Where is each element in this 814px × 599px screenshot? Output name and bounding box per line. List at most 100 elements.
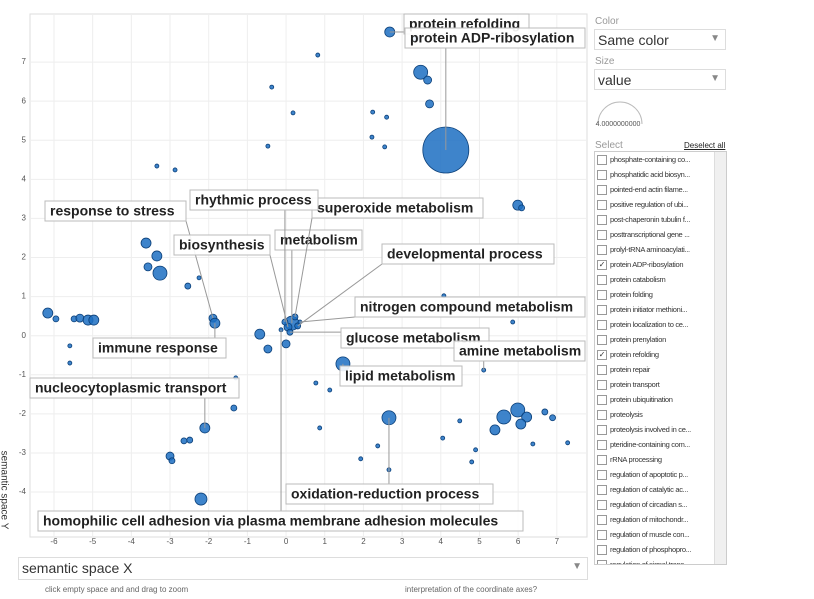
term-item[interactable]: phosphatidic acid biosyn...	[595, 167, 726, 182]
point	[384, 114, 390, 120]
x-tick-label: -6	[50, 537, 58, 545]
term-item[interactable]: protein initiator methioni...	[595, 302, 726, 317]
help-link[interactable]: interpretation of the coordinate axes?	[405, 585, 538, 594]
term-item[interactable]: pteridine-containing com...	[595, 437, 726, 452]
checkbox[interactable]	[597, 514, 607, 525]
checkbox[interactable]	[597, 559, 607, 564]
term-item[interactable]: protein prenylation	[595, 332, 726, 347]
plot-area	[29, 13, 588, 538]
x-axis-select[interactable]: semantic space X ▼	[18, 557, 588, 580]
y-tick-label: -3	[19, 448, 27, 457]
term-item[interactable]: regulation of phosphopro...	[595, 542, 726, 557]
checkbox[interactable]	[597, 169, 607, 180]
checkbox[interactable]	[597, 244, 607, 255]
checkbox[interactable]	[597, 154, 607, 165]
point	[413, 64, 429, 80]
label-box	[189, 189, 319, 211]
term-text: regulation of circadian s...	[610, 500, 688, 509]
checkbox[interactable]	[597, 484, 607, 495]
point	[369, 134, 375, 140]
checkbox[interactable]	[597, 424, 607, 435]
point-label: biosynthesis	[179, 237, 265, 253]
checkbox[interactable]: ✓	[597, 349, 607, 360]
term-item[interactable]: ✓ protein refolding	[595, 347, 726, 362]
hint: click empty space and and drag to zoom	[45, 585, 189, 594]
point	[358, 456, 364, 462]
x-tick-label: 7	[555, 537, 560, 545]
point	[67, 343, 73, 349]
x-tick-label: 2	[361, 537, 366, 545]
term-item[interactable]: rRNA processing	[595, 452, 726, 467]
term-item[interactable]: regulation of catalytic ac...	[595, 482, 726, 497]
point-label: amine metabolism	[459, 343, 581, 359]
term-list: phosphate-containing co... phosphatidic a…	[594, 151, 727, 565]
term-text: prolyl-tRNA aminoacylati...	[610, 245, 690, 254]
checkbox[interactable]	[597, 319, 607, 330]
scrollbar[interactable]	[714, 152, 726, 564]
deselect-all[interactable]: Deselect all	[684, 141, 726, 150]
term-item[interactable]: pointed-end actin filame...	[595, 182, 726, 197]
term-item[interactable]: regulation of signal trans...	[595, 557, 726, 564]
checkbox[interactable]	[597, 199, 607, 210]
label-box	[44, 200, 187, 222]
checkbox[interactable]	[597, 529, 607, 540]
term-item[interactable]: protein localization to ce...	[595, 317, 726, 332]
point	[549, 414, 556, 422]
term-item[interactable]: regulation of mitochondr...	[595, 512, 726, 527]
term-item[interactable]: proteolysis	[595, 407, 726, 422]
checkbox[interactable]	[597, 364, 607, 375]
term-text: protein localization to ce...	[610, 320, 689, 329]
term-text: phosphatidic acid biosyn...	[610, 170, 690, 179]
term-item[interactable]: regulation of apoptotic p...	[595, 467, 726, 482]
term-item[interactable]: protein ubiquitination	[595, 392, 726, 407]
checkbox[interactable]	[597, 409, 607, 420]
checkbox[interactable]	[597, 274, 607, 285]
x-tick-label: 1	[323, 537, 328, 545]
label-box	[381, 243, 555, 265]
point	[52, 315, 60, 323]
label-leader	[299, 316, 356, 323]
term-text: proteolysis involved in ce...	[610, 425, 691, 434]
checkbox[interactable]	[597, 214, 607, 225]
checkbox[interactable]	[597, 379, 607, 390]
term-item[interactable]: protein repair	[595, 362, 726, 377]
label-box	[274, 229, 363, 251]
checkbox[interactable]: ✓	[597, 259, 607, 270]
term-item[interactable]: protein catabolism	[595, 272, 726, 287]
term-item[interactable]: proteolysis involved in ce...	[595, 422, 726, 437]
x-tick-label: 4	[439, 537, 444, 545]
color-select[interactable]: Same color ▼	[594, 29, 726, 50]
term-item[interactable]: posttranscriptional gene ...	[595, 227, 726, 242]
checkbox[interactable]	[597, 544, 607, 555]
term-item[interactable]: ✓ protein ADP-ribosylation	[595, 257, 726, 272]
term-text: protein initiator methioni...	[610, 305, 688, 314]
term-item[interactable]: protein transport	[595, 377, 726, 392]
point	[42, 307, 54, 319]
checkbox[interactable]	[597, 499, 607, 510]
term-item[interactable]: regulation of muscle con...	[595, 527, 726, 542]
checkbox[interactable]	[597, 469, 607, 480]
checkbox[interactable]	[597, 289, 607, 300]
term-text: pteridine-containing com...	[610, 440, 690, 449]
term-item[interactable]: regulation of circadian s...	[595, 497, 726, 512]
term-item[interactable]: phosphate-containing co...	[595, 152, 726, 167]
point	[425, 99, 434, 109]
checkbox[interactable]	[597, 304, 607, 315]
checkbox[interactable]	[597, 394, 607, 405]
point	[184, 282, 192, 290]
checkbox[interactable]	[597, 229, 607, 240]
checkbox[interactable]	[597, 439, 607, 450]
term-text: protein refolding	[610, 350, 659, 359]
checkbox[interactable]	[597, 334, 607, 345]
checkbox[interactable]	[597, 454, 607, 465]
term-text: regulation of phosphopro...	[610, 545, 692, 554]
term-item[interactable]: protein folding	[595, 287, 726, 302]
term-item[interactable]: prolyl-tRNA aminoacylati...	[595, 242, 726, 257]
y-tick-label: 4	[22, 174, 27, 183]
size-select[interactable]: value ▼	[594, 69, 726, 90]
checkbox[interactable]	[597, 184, 607, 195]
point	[510, 402, 526, 418]
x-tick-label: -5	[89, 537, 97, 545]
term-item[interactable]: post-chaperonin tubulin f...	[595, 212, 726, 227]
term-item[interactable]: positive regulation of ubi...	[595, 197, 726, 212]
